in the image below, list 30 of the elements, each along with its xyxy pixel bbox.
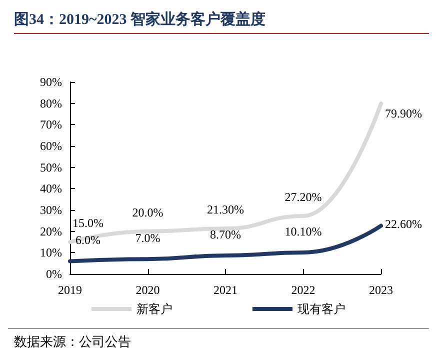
data-label: 6.0% [76, 233, 100, 248]
data-label: 79.90% [385, 106, 422, 121]
y-tick-label: 40% [40, 182, 62, 196]
y-tick-label: 70% [40, 118, 62, 132]
y-tick-label: 10% [40, 246, 62, 260]
y-tick-label: 60% [40, 139, 62, 153]
x-tick-label: 2023 [369, 283, 393, 297]
y-tick-label: 90% [40, 75, 62, 89]
data-label: 27.20% [284, 190, 322, 204]
data-label: 7.0% [135, 231, 160, 246]
source-note: 数据来源：公司公告 [14, 333, 132, 349]
line-series [68, 102, 383, 244]
legend-label: 新客户 [136, 302, 172, 316]
x-tick-label: 2019 [58, 283, 82, 297]
x-tick-label: 2020 [136, 283, 160, 297]
x-tick-label: 2021 [214, 283, 238, 297]
data-label: 21.30% [207, 202, 244, 217]
data-label: 15.0% [72, 216, 104, 230]
y-tick-label: 80% [40, 96, 62, 110]
data-label: 20.0% [132, 205, 164, 220]
chart-title: 图34：2019~2023 智家业务客户覆盖度 [14, 8, 429, 34]
data-label: 22.60% [385, 216, 422, 231]
y-tick-label: 20% [40, 224, 62, 238]
y-tick-label: 30% [40, 203, 62, 217]
y-tick-label: 0% [46, 267, 62, 281]
x-tick-label: 2022 [291, 283, 316, 297]
legend-label: 现有客户 [298, 302, 346, 316]
data-label: 8.70% [210, 227, 241, 242]
data-label: 10.10% [284, 224, 322, 238]
y-tick-label: 50% [40, 160, 62, 174]
